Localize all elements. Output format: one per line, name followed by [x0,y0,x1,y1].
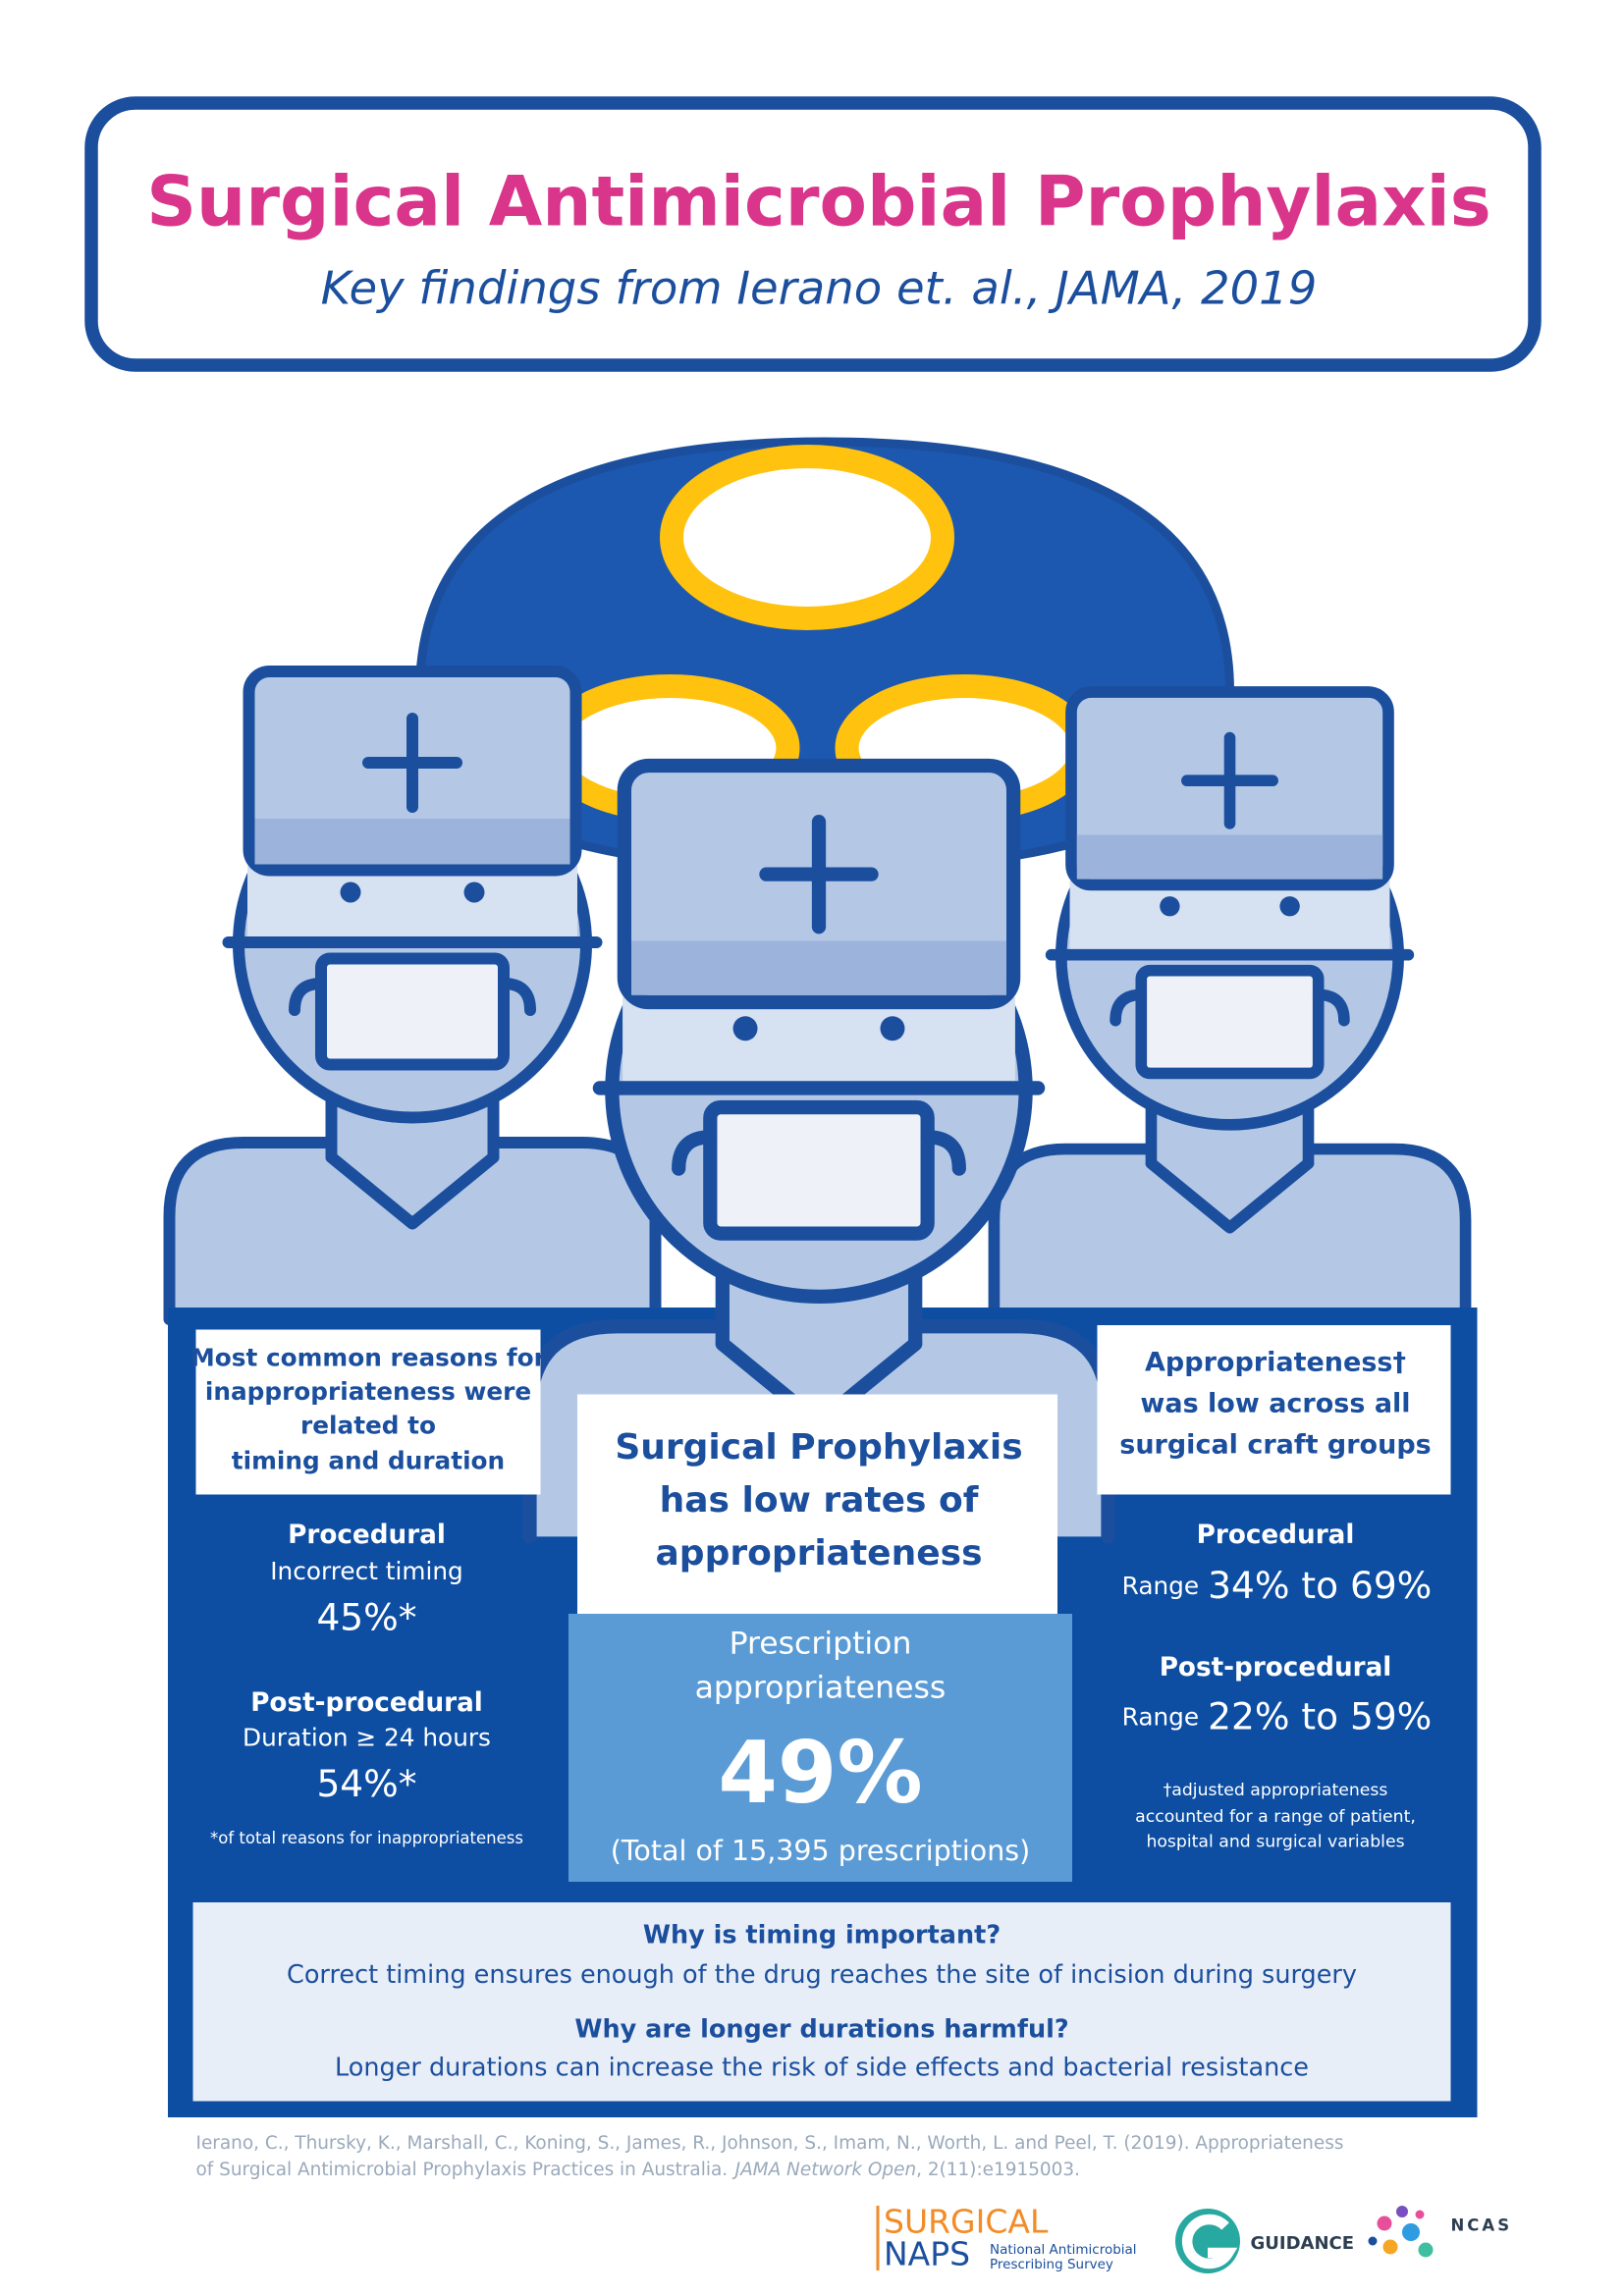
ncas-logo: NCAS [1451,2216,1513,2235]
naps-logo: SURGICAL [884,2203,1049,2241]
procedural-detail: Incorrect timing [270,1557,462,1585]
post-procedural-label: Post-procedural [1160,1653,1392,1682]
left-heading: related to [300,1412,436,1440]
center-heading: Surgical Prophylaxis [615,1427,1022,1468]
right-footnote: hospital and surgical variables [1146,1833,1404,1852]
range-value: 22% to 59% [1208,1694,1432,1737]
center-heading: appropriateness [656,1533,983,1574]
right-heading: Appropriateness† [1145,1348,1406,1378]
citation: Ierano, C., Thursky, K., Marshall, C., K… [196,2133,1344,2154]
range-word: Range [1122,1703,1199,1732]
range-word: Range [1122,1572,1199,1600]
info-box [192,1902,1451,2102]
naps-logo: NAPS [884,2235,970,2273]
post-procedural-detail: Duration ≥ 24 hours [243,1724,491,1752]
right-footnote: accounted for a range of patient, [1135,1807,1416,1827]
right-heading: was low across all [1140,1389,1410,1419]
title: Surgical Antimicrobial Prophylaxis [146,162,1490,242]
left-footnote: *of total reasons for inappropriateness [210,1829,523,1847]
procedural-label: Procedural [288,1521,446,1550]
left-heading: inappropriateness were [205,1377,531,1406]
logos: SURGICAL NAPS National Antimicrobial Pre… [876,2203,1513,2273]
right-heading: surgical craft groups [1119,1430,1431,1461]
center-heading-box [577,1394,1057,1614]
info-question: Why are longer durations harmful? [574,2015,1068,2045]
subtitle: Key findings from Ierano et. al., JAMA, … [321,262,1318,315]
range-value: 34% to 69% [1208,1564,1432,1607]
left-heading: timing and duration [232,1447,505,1475]
procedural-label: Procedural [1197,1521,1355,1550]
info-question: Why is timing important? [643,1921,1001,1950]
center-heading: has low rates of [660,1480,979,1521]
info-answer: Correct timing ensures enough of the dru… [287,1960,1357,1990]
guidance-logo: GUIDANCE [1251,2233,1355,2254]
layout: Surgical Antimicrobial Prophylaxis Key f… [84,96,1542,2273]
right-heading-box [1097,1325,1451,1495]
info-answer: Longer durations can increase the risk o… [335,2054,1309,2083]
citation-journal: JAMA Network Open [731,2160,917,2180]
left-heading: Most common reasons for [190,1344,546,1372]
naps-sub: National Antimicrobial [990,2242,1137,2258]
citation: of Surgical Antimicrobial Prophylaxis Pr… [196,2160,1081,2180]
post-procedural-value: 54%* [316,1762,416,1805]
metric-label: Prescription [730,1627,912,1662]
post-procedural-label: Post-procedural [250,1688,483,1718]
metric-note: (Total of 15,395 prescriptions) [611,1835,1031,1867]
header-box [84,96,1542,372]
right-footnote: †adjusted appropriateness [1164,1781,1388,1800]
citation-text: , 2(11):e1915003. [916,2160,1080,2180]
naps-sub: Prescribing Survey [990,2257,1113,2272]
citation-text: of Surgical Antimicrobial Prophylaxis Pr… [196,2160,729,2180]
metric-value: 49% [718,1723,922,1823]
procedural-value: 45%* [316,1596,416,1639]
metric-label: appropriateness [695,1671,947,1706]
left-heading-box [195,1329,541,1495]
metric-box [568,1614,1072,1882]
post-procedural-range: Range 22% to 59% [1122,1694,1433,1737]
procedural-range: Range 34% to 69% [1122,1564,1433,1607]
